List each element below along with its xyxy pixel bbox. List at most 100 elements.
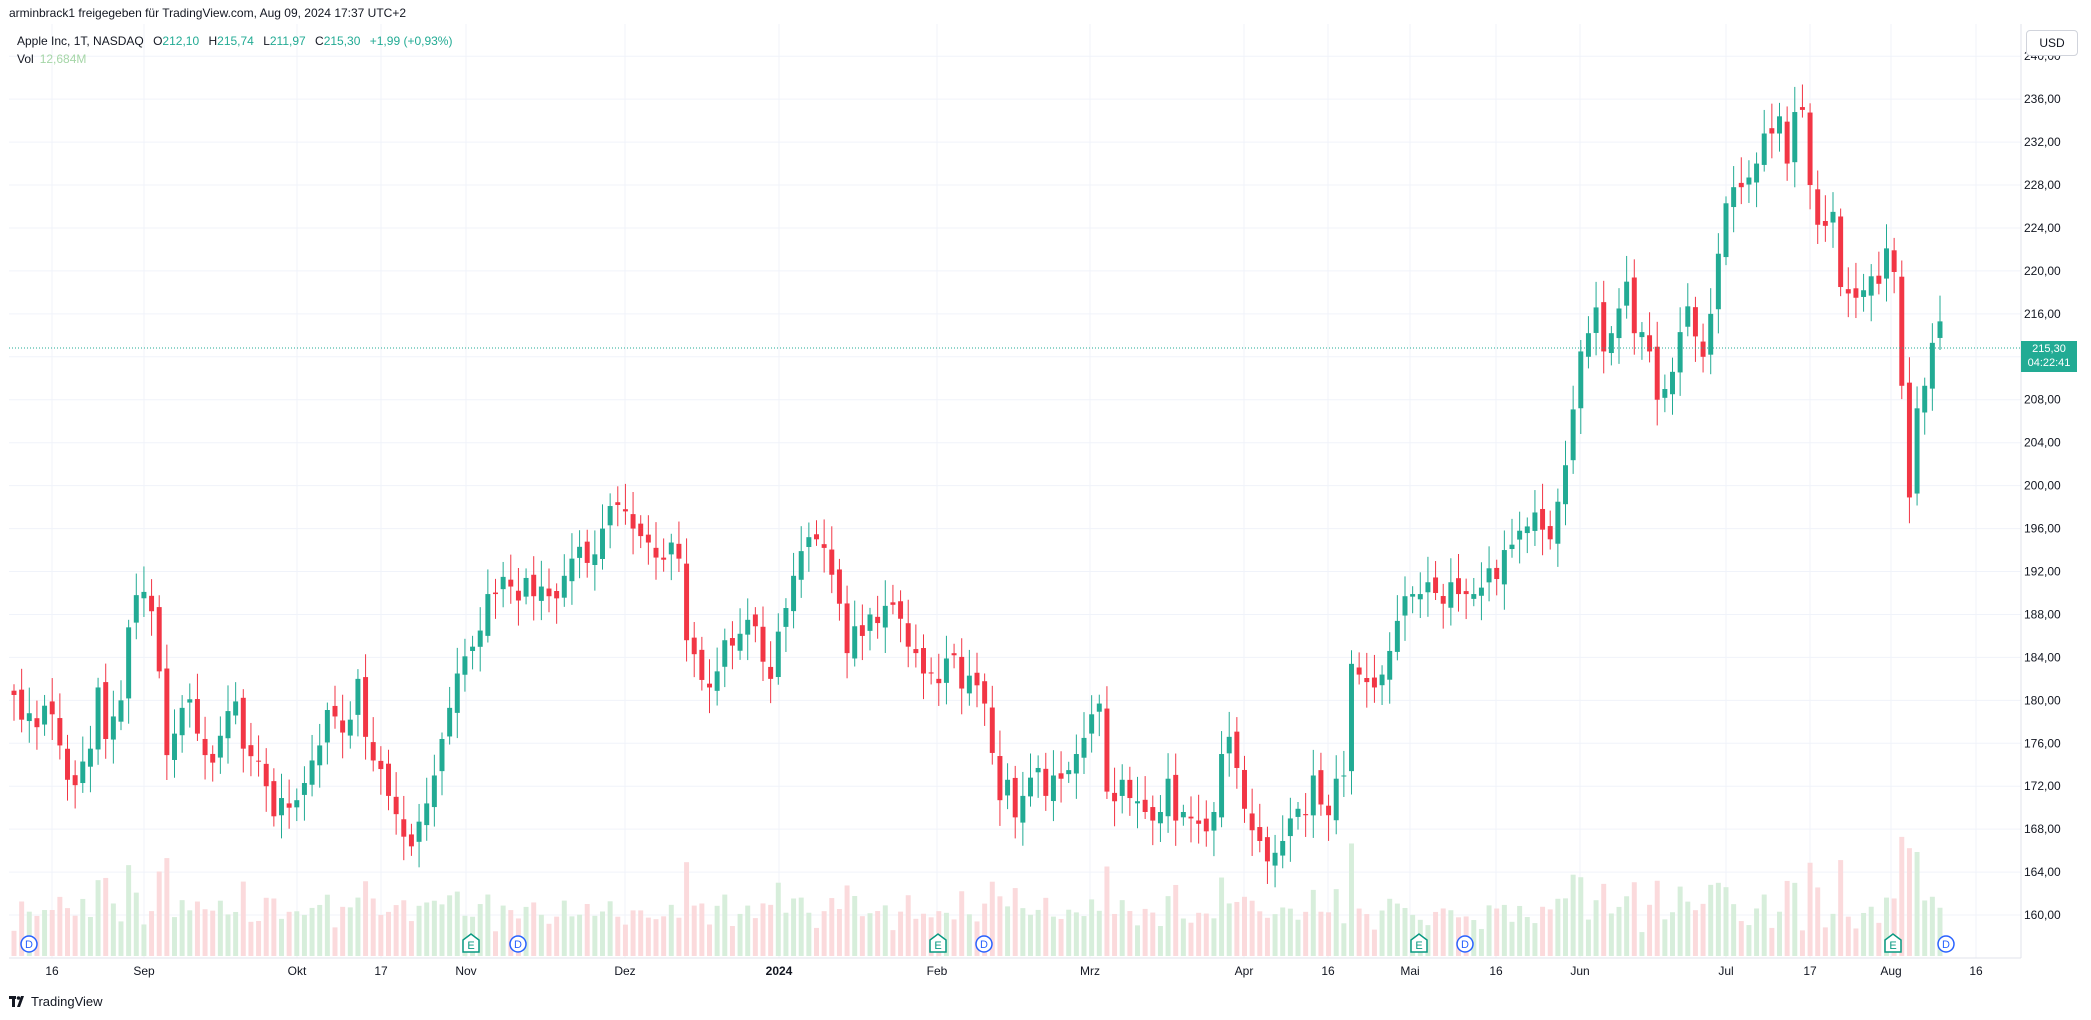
dividend-marker[interactable]: D <box>1456 935 1474 953</box>
volume-bar <box>454 891 460 956</box>
candle-body <box>1509 544 1515 550</box>
dividend-marker[interactable]: D <box>509 935 527 953</box>
volume-bar <box>57 896 63 956</box>
volume-bar <box>179 900 185 956</box>
volume-bar <box>1654 880 1660 956</box>
volume-bar <box>1517 905 1523 956</box>
symbol-name[interactable]: Apple Inc, 1T, NASDAQ <box>17 34 144 48</box>
candle-body <box>676 543 682 559</box>
currency-button[interactable]: USD <box>2026 30 2078 56</box>
volume-bar <box>1226 903 1232 956</box>
volume-bar <box>393 905 399 956</box>
earnings-marker[interactable]: E <box>929 933 947 953</box>
candle-body <box>1364 678 1370 683</box>
earnings-marker[interactable]: E <box>462 933 480 953</box>
volume-bar <box>156 871 162 956</box>
earnings-marker[interactable]: E <box>1884 933 1902 953</box>
candle-body <box>1341 775 1347 777</box>
volume-bar <box>729 926 735 956</box>
volume-bar <box>1073 912 1079 956</box>
candle-body <box>363 677 369 737</box>
dividend-circle <box>1937 935 1955 953</box>
volume-bar <box>1884 897 1889 956</box>
candle-body <box>72 775 78 786</box>
candle-body <box>1066 770 1072 775</box>
candle-body <box>859 625 865 636</box>
symbol-legend[interactable]: Apple Inc, 1T, NASDAQ O212,10 H215,74 L2… <box>17 34 452 48</box>
volume-bar <box>699 903 705 956</box>
volume-bar <box>1754 908 1760 956</box>
candle-body <box>729 638 735 646</box>
volume-bar <box>1043 897 1049 956</box>
open-label: O <box>153 34 163 48</box>
candle-body <box>439 738 445 772</box>
candle-body <box>836 569 842 604</box>
volume-bar <box>26 911 32 956</box>
candle-body <box>1799 107 1805 110</box>
candle-body <box>577 546 583 558</box>
dividend-marker[interactable]: D <box>975 935 993 953</box>
candle-body <box>561 575 567 598</box>
candle-body <box>1402 596 1408 616</box>
candle-body <box>699 649 705 680</box>
candle-body <box>569 558 575 582</box>
candle-body <box>1272 852 1278 866</box>
volume-bar <box>110 903 116 956</box>
volume-bar <box>194 901 200 956</box>
volume-bar <box>271 898 277 956</box>
volume-bar <box>1364 914 1370 956</box>
volume-bar <box>500 905 506 956</box>
volume-bar <box>531 902 537 956</box>
candle-body <box>630 514 636 529</box>
candle-body <box>1012 777 1018 818</box>
candle-body <box>233 701 239 716</box>
volume-bar <box>1440 908 1446 956</box>
volume-bar <box>1211 918 1217 956</box>
volume-bar <box>615 916 621 956</box>
candle-body <box>1501 550 1507 585</box>
volume-bar <box>1356 908 1362 956</box>
candle-body <box>1922 385 1928 413</box>
candle-body <box>1349 663 1354 772</box>
earnings-marker[interactable]: E <box>1410 933 1428 953</box>
candle-body <box>1287 818 1293 837</box>
volume-bar <box>554 916 560 956</box>
volume-bar <box>1486 905 1492 956</box>
volume-bar <box>1257 911 1263 956</box>
candle-body <box>523 577 529 597</box>
candle-body <box>508 579 514 587</box>
candle-body <box>905 623 911 647</box>
volume-bar <box>1119 900 1125 956</box>
volume-bar <box>577 914 583 956</box>
dividend-marker[interactable]: D <box>1937 935 1955 953</box>
dividend-label: D <box>1461 939 1469 951</box>
volume-bar <box>1891 898 1897 956</box>
candle-body <box>210 753 216 763</box>
dividend-marker[interactable]: D <box>20 935 38 953</box>
volume-bar <box>707 924 712 956</box>
volume-bar <box>1601 883 1607 956</box>
volume-bar <box>645 917 651 956</box>
candle-body <box>1165 778 1171 817</box>
candle-body <box>294 800 300 808</box>
volume-bar <box>317 904 323 956</box>
candle-body <box>1394 620 1400 652</box>
candle-body <box>921 648 926 674</box>
volume-bar <box>149 911 155 956</box>
candle-body <box>386 763 391 796</box>
candle-body <box>271 781 277 817</box>
volume-bar <box>1249 900 1255 956</box>
volume-legend[interactable]: Vol 12,684M <box>17 52 86 66</box>
volume-bar <box>1769 927 1775 956</box>
volume-bar <box>1593 900 1599 956</box>
volume-bar <box>1838 860 1844 956</box>
candle-body <box>324 710 330 743</box>
candle-body <box>1219 754 1225 818</box>
candle-body <box>1333 778 1339 821</box>
volume-bar <box>684 862 690 956</box>
candle-body <box>844 603 850 654</box>
candle-body <box>1845 289 1851 294</box>
tradingview-footer[interactable]: TradingView <box>9 994 103 1009</box>
volume-bar <box>1509 921 1515 956</box>
